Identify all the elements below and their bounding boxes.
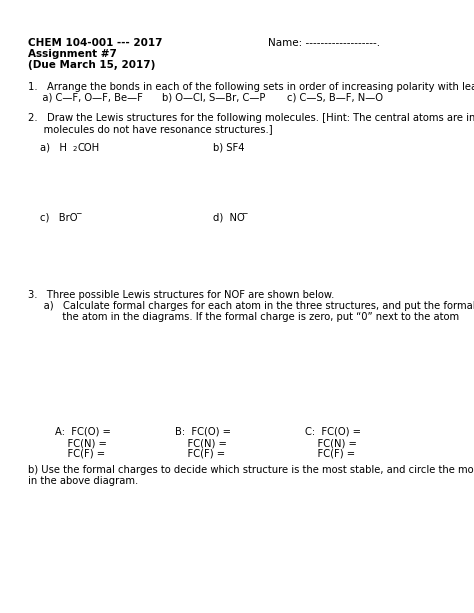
Text: the atom in the diagrams. If the formal charge is zero, put “0” next to the atom: the atom in the diagrams. If the formal … (28, 312, 459, 322)
Text: CHEM 104-001 --- 2017: CHEM 104-001 --- 2017 (28, 38, 163, 48)
Text: −: − (75, 209, 82, 218)
Text: a) C—F, O—F, Be—F: a) C—F, O—F, Be—F (33, 93, 143, 103)
Text: (Due March 15, 2017): (Due March 15, 2017) (28, 60, 155, 70)
Text: FC(N) =: FC(N) = (305, 438, 357, 448)
Text: 1.   Arrange the bonds in each of the following sets in order of increasing pola: 1. Arrange the bonds in each of the foll… (28, 82, 474, 92)
Text: FC(N) =: FC(N) = (175, 438, 227, 448)
Text: Name: -------------------.: Name: -------------------. (268, 38, 380, 48)
Text: b) O—Cl, S—Br, C—P: b) O—Cl, S—Br, C—P (162, 93, 265, 103)
Text: 2: 2 (73, 146, 77, 152)
Text: FC(F) =: FC(F) = (55, 449, 105, 459)
Text: 2.   Draw the Lewis structures for the following molecules. [Hint: The central a: 2. Draw the Lewis structures for the fol… (28, 113, 474, 123)
Text: d)  NO: d) NO (213, 212, 245, 222)
Text: a)   Calculate formal charges for each atom in the three structures, and put the: a) Calculate formal charges for each ato… (28, 301, 474, 311)
Text: molecules do not have resonance structures.]: molecules do not have resonance structur… (28, 124, 273, 134)
Text: b) Use the formal charges to decide which structure is the most stable, and circ: b) Use the formal charges to decide whic… (28, 465, 474, 475)
Text: b) SF4: b) SF4 (213, 143, 245, 153)
Text: B:  FC(O) =: B: FC(O) = (175, 427, 231, 437)
Text: in the above diagram.: in the above diagram. (28, 476, 138, 486)
Text: Assignment #7: Assignment #7 (28, 49, 117, 59)
Text: −: − (241, 209, 247, 218)
Text: c)   BrO: c) BrO (40, 212, 78, 222)
Text: FC(F) =: FC(F) = (305, 449, 355, 459)
Text: FC(N) =: FC(N) = (55, 438, 107, 448)
Text: 3.   Three possible Lewis structures for NOF are shown below.: 3. Three possible Lewis structures for N… (28, 290, 334, 300)
Text: c) C—S, B—F, N—O: c) C—S, B—F, N—O (287, 93, 383, 103)
Text: A:  FC(O) =: A: FC(O) = (55, 427, 111, 437)
Text: COH: COH (78, 143, 100, 153)
Text: a)   H: a) H (40, 143, 67, 153)
Text: FC(F) =: FC(F) = (175, 449, 225, 459)
Text: C:  FC(O) =: C: FC(O) = (305, 427, 361, 437)
